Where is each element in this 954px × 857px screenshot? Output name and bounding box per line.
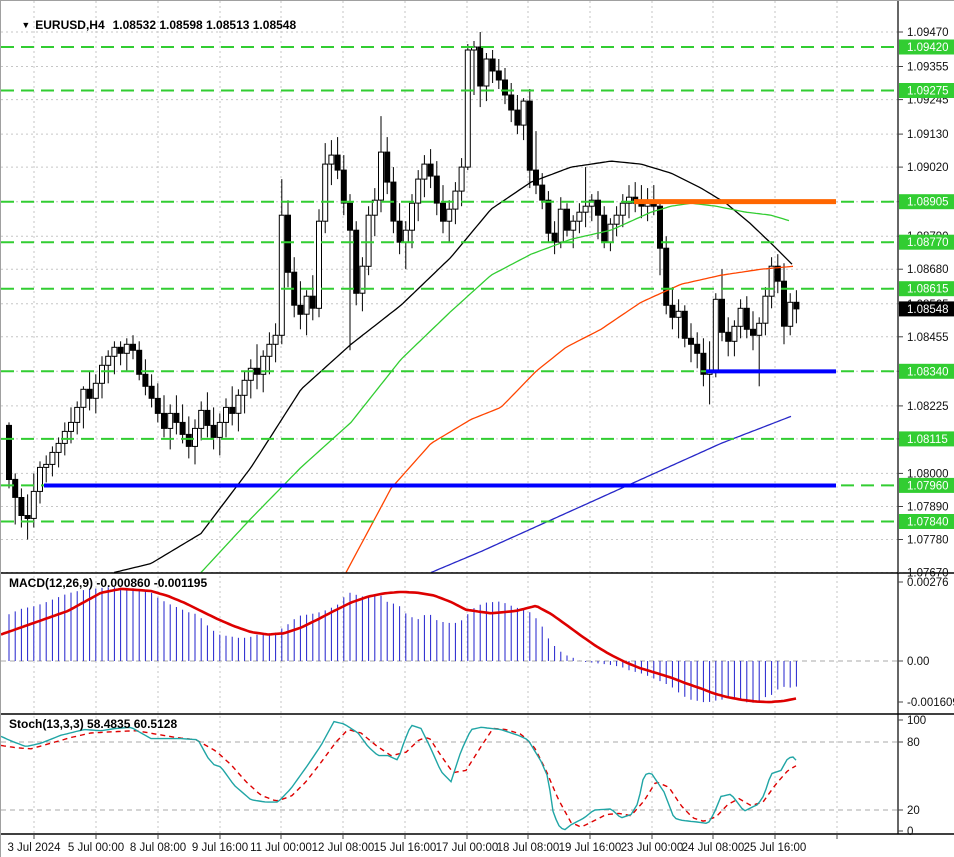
ma-black-line	[113, 160, 793, 573]
macd-axis-label: 0.00	[907, 656, 929, 668]
price-tick-label: 1.07890	[907, 502, 949, 514]
green-level-price-text: 1.08115	[907, 434, 948, 446]
macd-layer	[1, 587, 797, 704]
stoch-axis-label: 0	[907, 826, 913, 838]
macd-axis-label: 0.00276	[907, 577, 949, 589]
green-level-price-badge	[899, 363, 954, 379]
green-level-price-text: 1.08340	[907, 366, 949, 378]
green-level-price-text: 1.08905	[907, 197, 949, 209]
time-tick-label: 5 Jul 00:00	[68, 842, 124, 854]
time-tick-label: 12 Jul 08:00	[312, 842, 375, 854]
green-level-price-text: 1.09275	[907, 86, 949, 98]
price-axis-scale-zone[interactable]	[898, 1, 954, 834]
time-tick-label: 9 Jul 16:00	[192, 842, 248, 854]
current-price-text: 1.08548	[907, 304, 949, 316]
stoch-axis-label: 100	[907, 715, 926, 727]
stoch-layer	[1, 720, 797, 831]
green-level-price-text: 1.08615	[907, 284, 949, 296]
macd-axis-label: -0.001609	[907, 697, 954, 709]
green-level-price-text: 1.08770	[907, 237, 949, 249]
stoch-axis-label: 80	[907, 737, 920, 749]
green-level-price-badge	[899, 431, 954, 447]
green-level-price-badge	[899, 281, 954, 297]
current-price-badge	[899, 301, 954, 317]
time-tick-label: 25 Jul 16:00	[744, 842, 807, 854]
green-level-price-text: 1.07960	[907, 480, 949, 492]
chart-pan-surface[interactable]	[1, 1, 898, 834]
green-level-price-text: 1.07840	[907, 517, 949, 529]
price-tick-label: 1.09470	[907, 27, 949, 39]
price-tick-label: 1.08000	[907, 468, 949, 480]
price-tick-label: 1.09020	[907, 162, 949, 174]
green-level-price-badge	[899, 477, 954, 493]
stoch-d-line	[1, 727, 797, 828]
stoch-k-line	[1, 720, 797, 831]
stoch-axis-label: 20	[907, 805, 920, 817]
time-tick-label: 24 Jul 08:00	[682, 842, 745, 854]
price-tick-label: 1.09355	[907, 62, 949, 74]
time-tick-label: 23 Jul 00:00	[621, 842, 684, 854]
time-tick-label: 15 Jul 16:00	[374, 842, 437, 854]
time-tick-label: 3 Jul 2024	[7, 842, 61, 854]
time-axis[interactable]: 3 Jul 2024 5 Jul 00:00 8 Jul 08:00 9 Jul 16…	[7, 834, 838, 854]
green-level-price-badge	[899, 39, 954, 55]
green-level-price-badge	[899, 234, 954, 250]
time-axis-scale-zone[interactable]	[1, 834, 954, 857]
time-tick-label: 11 Jul 00:00	[250, 842, 312, 854]
time-tick-label: 18 Jul 08:00	[497, 842, 560, 854]
price-tick-label: 1.08680	[907, 264, 949, 276]
time-tick-label: 8 Jul 08:00	[130, 842, 186, 854]
ma-orange-line	[345, 265, 794, 573]
time-tick-label: 17 Jul 00:00	[436, 842, 499, 854]
green-level-price-badge	[899, 514, 954, 529]
green-level-price-text: 1.09420	[907, 42, 949, 54]
price-axis[interactable]: 1.094701.093551.092451.091301.090201.087…	[898, 27, 954, 838]
price-tick-label: 1.07780	[907, 535, 949, 547]
green-level-price-badge	[899, 194, 954, 210]
price-tick-label: 1.08455	[907, 332, 949, 344]
price-tick-label: 1.08225	[907, 401, 949, 413]
price-tick-label: 1.09130	[907, 129, 949, 141]
time-tick-label: 19 Jul 16:00	[559, 842, 622, 854]
price-tick-label: 1.07670	[907, 568, 949, 580]
macd-signal-line	[1, 587, 797, 704]
green-level-price-badge	[899, 83, 954, 98]
